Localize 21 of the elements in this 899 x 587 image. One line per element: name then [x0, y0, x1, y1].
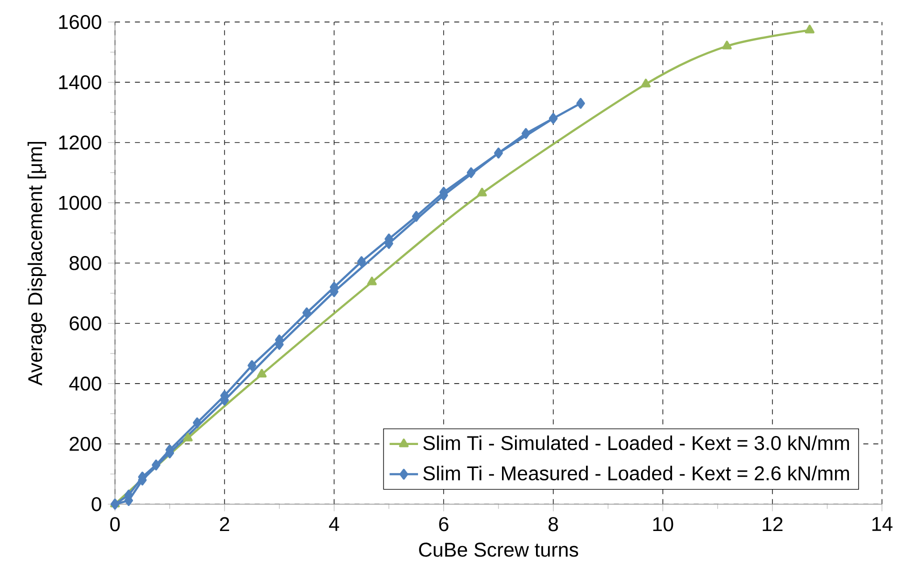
x-tick-label: 2	[220, 517, 230, 531]
y-tick-label: 1400	[59, 75, 102, 90]
y-tick-label: 800	[70, 256, 102, 270]
x-tick-label: 10	[653, 517, 674, 532]
y-tick-label: 200	[70, 436, 102, 451]
x-tick-label: 12	[762, 517, 782, 531]
y-tick-label: 0	[92, 496, 102, 512]
x-tick-label: 4	[329, 517, 340, 531]
x-axis-title: CuBe Screw turns	[419, 542, 578, 557]
y-tick-label: 600	[70, 316, 102, 330]
legend-label: Slim Ti - Measured - Loaded - Kext = 2.6 kN/mm	[423, 466, 849, 480]
y-axis-title: Average Displacement [μm]	[28, 142, 46, 386]
legend-label: Slim Ti - Simulated - Loaded - Kext = 3.0 kN/mm	[423, 435, 849, 450]
y-tick-label: 1200	[59, 135, 102, 150]
x-tick-label: 0	[110, 517, 120, 532]
x-tick-label: 6	[439, 517, 448, 532]
y-tick-label: 400	[69, 376, 102, 391]
y-tick-label: 1600	[59, 14, 102, 29]
y-tick-label: 1000	[59, 196, 102, 210]
x-tick-label: 14	[872, 517, 892, 531]
x-tick-label: 8	[548, 517, 558, 532]
